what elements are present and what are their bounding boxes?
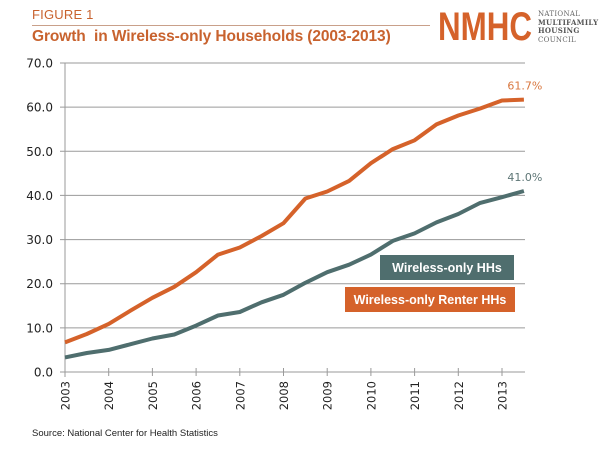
y-tick-label: 0.0 xyxy=(34,366,53,380)
y-tick-label: 20.0 xyxy=(26,277,53,291)
logo-text: NATIONAL MULTIFAMILY HOUSING COUNCIL xyxy=(538,10,598,44)
y-tick-label: 40.0 xyxy=(26,189,53,203)
source-note: Source: National Center for Health Stati… xyxy=(32,428,218,439)
legend-swatch xyxy=(345,287,515,312)
logo-line-national: NATIONAL xyxy=(538,10,581,18)
end-value-label: 61.7% xyxy=(507,80,542,93)
x-tick-label: 2013 xyxy=(496,381,510,410)
legend-item: Wireless-only Renter HHs xyxy=(345,287,515,312)
y-tick-label: 30.0 xyxy=(26,233,53,247)
end-value-label: 41.0% xyxy=(507,171,542,184)
series-line-wireless-only-renter-hhs xyxy=(64,97,524,345)
x-tick-label: 2004 xyxy=(102,381,116,410)
legend-swatch xyxy=(380,255,514,280)
chart-title: Growth in Wireless-only Households (2003… xyxy=(32,28,391,45)
legend-label: Wireless-only HHs xyxy=(392,261,502,275)
figure-label: FIGURE 1 xyxy=(32,7,94,22)
x-tick-label: 2003 xyxy=(59,381,73,410)
series-line-wireless-only-hhs xyxy=(64,189,525,360)
x-axis-ticks: 2003 2004 2005 2006 2007 2008 2009 2010 2011 2012… xyxy=(59,368,510,410)
logo-line-multifamily: MULTIFAMILY xyxy=(538,17,599,27)
x-tick-label: 2009 xyxy=(321,381,335,410)
end-labels: 61.7% 41.0% xyxy=(507,80,542,184)
grid-lines xyxy=(60,62,525,377)
x-tick-label: 2007 xyxy=(233,381,247,410)
x-tick-label: 2005 xyxy=(146,381,160,410)
series-lines xyxy=(64,97,525,360)
logo-line-housing: HOUSING xyxy=(538,26,580,36)
y-tick-label: 60.0 xyxy=(26,101,53,115)
legend: Wireless-only HHs Wireless-only Renter HH… xyxy=(345,255,515,312)
legend-item: Wireless-only HHs xyxy=(380,255,514,280)
x-tick-label: 2006 xyxy=(190,381,204,410)
logo-line-council: COUNCIL xyxy=(538,35,576,44)
header-divider xyxy=(32,25,430,26)
x-tick-label: 2012 xyxy=(452,381,466,410)
x-tick-label: 2010 xyxy=(364,381,378,410)
y-tick-label: 70.0 xyxy=(26,57,53,71)
logo-mark: NMHC xyxy=(438,9,532,43)
y-tick-label: 10.0 xyxy=(26,321,53,335)
legend-label: Wireless-only Renter HHs xyxy=(354,293,507,307)
nmhc-logo-icon: NMHC xyxy=(438,9,532,43)
x-tick-label: 2008 xyxy=(277,381,291,410)
y-tick-label: 50.0 xyxy=(26,145,53,159)
x-tick-label: 2011 xyxy=(408,381,422,410)
y-axis-ticks: 0.0 10.0 20.0 30.0 40.0 50.0 60.0 70.0 xyxy=(26,57,53,380)
